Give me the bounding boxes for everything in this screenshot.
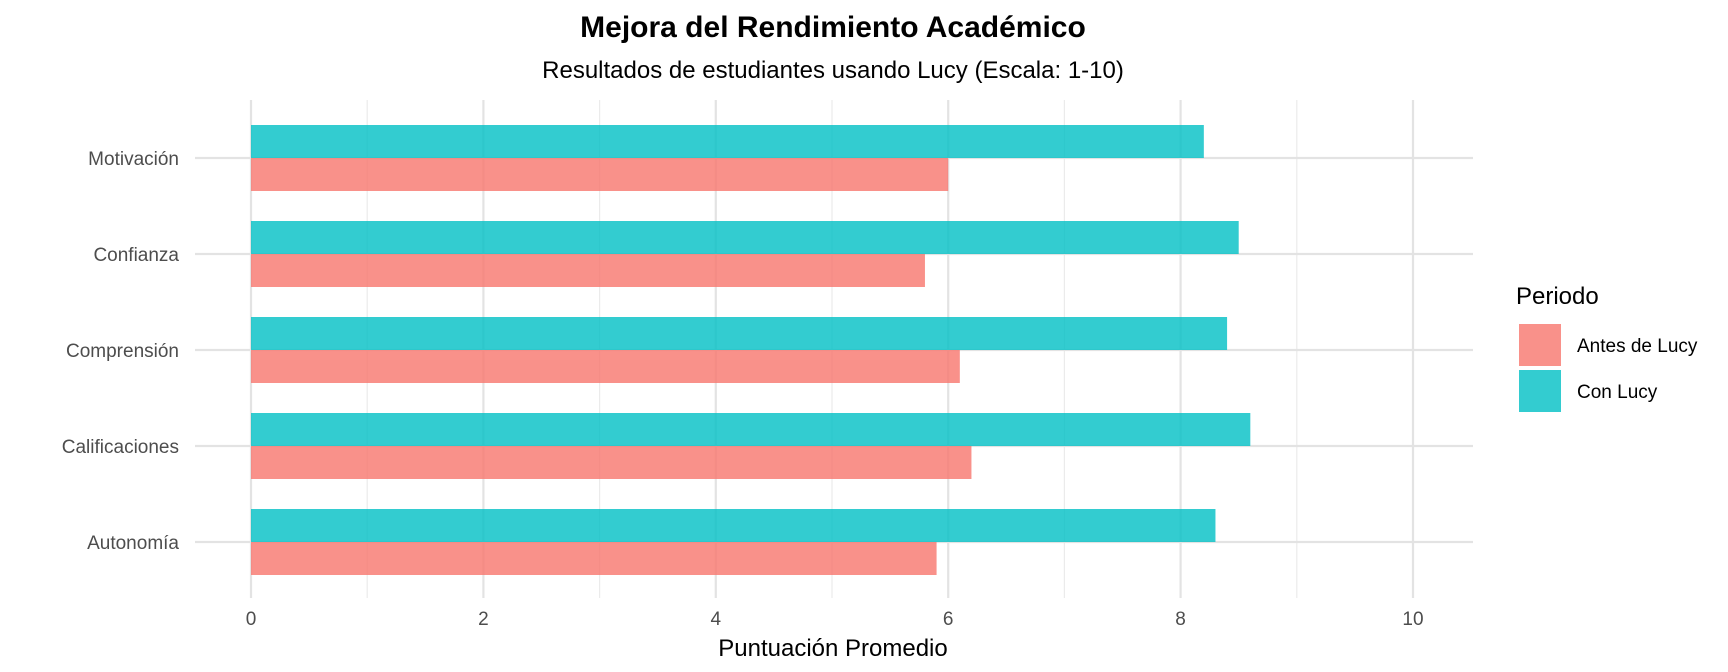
legend-label: Con Lucy — [1577, 382, 1658, 403]
legend-label: Antes de Lucy — [1577, 336, 1698, 357]
x-tick-label: 0 — [246, 609, 257, 630]
legend: Periodo Antes de Lucy Con Lucy — [1516, 283, 1698, 412]
y-tick-label: Confianza — [93, 245, 179, 266]
x-tick-label: 6 — [943, 609, 954, 630]
y-tick-label: Calificaciones — [62, 437, 179, 458]
y-axis-tick-labels: Motivación Confianza Comprensión Calificaci… — [62, 149, 180, 554]
legend-key — [1519, 370, 1561, 412]
x-axis-title: Puntuación Promedio — [718, 635, 947, 662]
y-tick-label: Motivación — [88, 149, 179, 170]
y-tick-label: Autonomía — [87, 533, 179, 554]
legend-title: Periodo — [1516, 283, 1599, 310]
x-tick-label: 8 — [1175, 609, 1186, 630]
bar — [251, 509, 1216, 542]
x-tick-label: 2 — [478, 609, 489, 630]
y-tick-label: Comprensión — [66, 341, 179, 362]
x-tick-label: 4 — [711, 609, 722, 630]
bar — [251, 158, 949, 191]
x-axis-tick-labels: 0 2 4 6 8 10 — [246, 609, 1424, 630]
bar — [251, 350, 960, 383]
bar — [251, 542, 937, 575]
chart-subtitle: Resultados de estudiantes usando Lucy (E… — [542, 57, 1124, 84]
bar — [251, 413, 1251, 446]
bar — [251, 317, 1228, 350]
bar — [251, 125, 1204, 158]
bar — [251, 446, 972, 479]
chart-title: Mejora del Rendimiento Académico — [580, 11, 1086, 44]
bars — [251, 125, 1251, 575]
x-tick-label: 10 — [1402, 609, 1423, 630]
bar — [251, 221, 1239, 254]
legend-key — [1519, 324, 1561, 366]
bar — [251, 254, 925, 287]
